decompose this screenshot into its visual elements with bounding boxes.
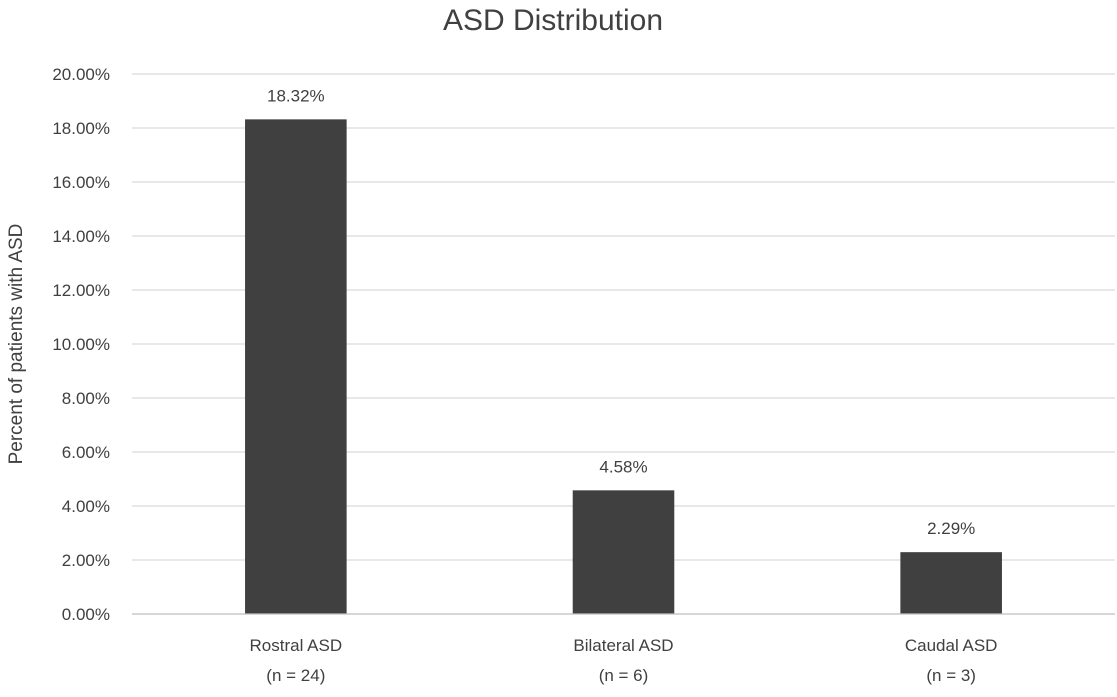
- data-labels: 18.32% 4.58% 2.29%: [267, 86, 975, 538]
- x-category-count: (n = 24): [266, 666, 325, 685]
- bars: [245, 119, 1002, 615]
- x-category-count: (n = 6): [599, 666, 649, 685]
- data-label: 2.29%: [927, 519, 975, 538]
- y-tick-label: 18.00%: [52, 119, 110, 138]
- y-tick-label: 2.00%: [62, 551, 110, 570]
- y-tick-label: 20.00%: [52, 65, 110, 84]
- x-category-label: Caudal ASD: [905, 636, 998, 655]
- y-tick-label: 6.00%: [62, 443, 110, 462]
- y-axis-label: Percent of patients with ASD: [6, 224, 27, 465]
- y-tick-label: 4.00%: [62, 497, 110, 516]
- y-tick-label: 12.00%: [52, 281, 110, 300]
- y-tick-label: 16.00%: [52, 173, 110, 192]
- y-tick-label: 10.00%: [52, 335, 110, 354]
- data-label: 18.32%: [267, 86, 325, 105]
- bar: [245, 119, 347, 615]
- bar: [900, 552, 1002, 614]
- y-tick-label: 14.00%: [52, 227, 110, 246]
- y-tick-label: 8.00%: [62, 389, 110, 408]
- x-category-label: Rostral ASD: [250, 636, 343, 655]
- data-label: 4.58%: [599, 457, 647, 476]
- y-axis-ticks: 0.00% 2.00% 4.00% 6.00% 8.00% 10.00% 12.00% 14.…: [52, 65, 110, 624]
- bar: [572, 490, 675, 614]
- x-category-label: Bilateral ASD: [573, 636, 673, 655]
- x-category-count: (n = 3): [926, 666, 976, 685]
- chart-title: ASD Distribution: [443, 4, 663, 37]
- y-tick-label: 0.00%: [62, 605, 110, 624]
- x-axis-categories: Rostral ASD (n = 24) Bilateral ASD (n = 6) C…: [250, 636, 998, 685]
